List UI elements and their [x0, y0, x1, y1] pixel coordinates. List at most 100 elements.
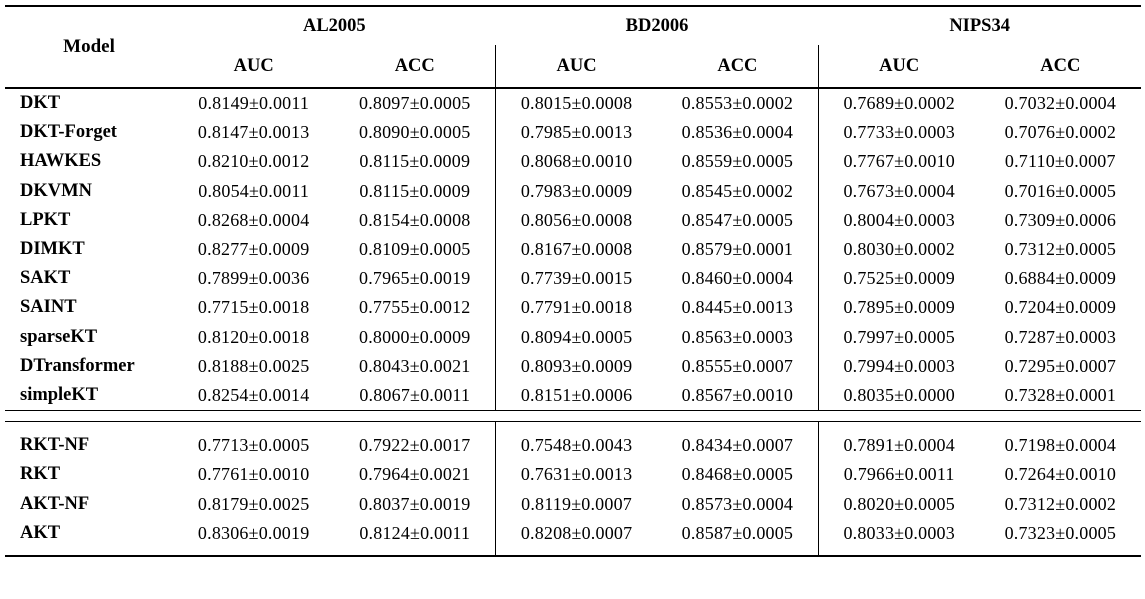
metric-value: 0.7755±0.0012 — [359, 297, 471, 318]
table-row: HAWKES 0.8210±0.0012 0.8115±0.0009 0.8068±0… — [5, 147, 1141, 177]
dataset-group-header-bd2006: BD2006 — [625, 15, 689, 36]
metric-value: 0.8167±0.0008 — [495, 234, 657, 265]
model-column-header: Model — [5, 6, 174, 89]
metric-value: 0.8306±0.0019 — [197, 522, 310, 543]
model-name: SAINT — [20, 297, 77, 318]
metric-value: 0.7964±0.0021 — [359, 464, 471, 485]
metric-value: 0.8460±0.0004 — [681, 268, 794, 289]
model-name: DKVMN — [20, 180, 92, 201]
table-row: AKT 0.8306±0.0019 0.8124±0.0011 0.8208±0.00… — [5, 518, 1141, 556]
model-name: AKT — [20, 522, 61, 543]
metric-value: 0.8210±0.0012 — [197, 151, 310, 172]
table-row: DKVMN 0.8054±0.0011 0.8115±0.0009 0.7983±0.… — [5, 176, 1141, 206]
table-row: RKT 0.7761±0.0010 0.7964±0.0021 0.7631±0.00… — [5, 460, 1141, 490]
metric-value: 0.8149±0.0011 — [198, 93, 310, 114]
metric-value: 0.8030±0.0002 — [817, 234, 980, 265]
table-row: simpleKT 0.8254±0.0014 0.8067±0.0011 0.8151… — [5, 380, 1141, 411]
metric-value: 0.8054±0.0011 — [198, 180, 310, 201]
metric-value: 0.8035±0.0000 — [817, 380, 980, 411]
metric-value: 0.8188±0.0025 — [197, 355, 310, 376]
metric-value: 0.8015±0.0008 — [495, 88, 657, 119]
metric-value: 0.7689±0.0002 — [817, 88, 980, 119]
model-name: simpleKT — [20, 384, 99, 405]
metric-value: 0.8254±0.0014 — [197, 384, 310, 405]
metric-value: 0.7631±0.0013 — [495, 460, 657, 490]
model-name: DTransformer — [20, 355, 135, 376]
metric-value: 0.8154±0.0008 — [359, 209, 471, 230]
metric-column-header-auc: AUC — [817, 45, 980, 89]
table-row: DTransformer 0.8188±0.0025 0.8043±0.0021 0.… — [5, 351, 1141, 381]
table-row: AKT-NF 0.8179±0.0025 0.8037±0.0019 0.8119±0… — [5, 489, 1141, 519]
table-row: SAKT 0.7899±0.0036 0.7965±0.0019 0.7739±0.0… — [5, 264, 1141, 294]
metric-value: 0.8115±0.0009 — [359, 151, 471, 172]
metric-value: 0.8097±0.0005 — [359, 93, 471, 114]
metric-value: 0.7966±0.0011 — [817, 460, 980, 490]
metric-value: 0.7295±0.0007 — [1004, 355, 1117, 376]
dataset-group-row: Model AL2005 BD2006 NIPS34 — [5, 6, 1141, 89]
metric-value: 0.7899±0.0036 — [197, 268, 310, 289]
metric-value: 0.7733±0.0003 — [817, 118, 980, 148]
metric-value: 0.7715±0.0018 — [197, 297, 310, 318]
table-row: DKT-Forget 0.8147±0.0013 0.8090±0.0005 0.79… — [5, 118, 1141, 148]
metric-value: 0.7264±0.0010 — [1004, 464, 1117, 485]
metric-value: 0.8563±0.0003 — [681, 326, 794, 347]
metric-value: 0.7965±0.0019 — [359, 268, 471, 289]
metric-value: 0.7739±0.0015 — [495, 264, 657, 294]
metric-value: 0.8109±0.0005 — [359, 239, 471, 260]
metric-value: 0.8119±0.0007 — [495, 489, 657, 519]
metric-value: 0.7997±0.0005 — [817, 322, 980, 352]
metric-value: 0.7312±0.0002 — [1004, 493, 1117, 514]
metric-value: 0.8579±0.0001 — [681, 239, 794, 260]
model-name: RKT — [20, 464, 61, 485]
metric-value: 0.8037±0.0019 — [359, 493, 471, 514]
metric-column-header-auc: AUC — [173, 45, 335, 89]
metric-value: 0.7922±0.0017 — [359, 435, 471, 456]
metric-value: 0.7016±0.0005 — [1004, 180, 1117, 201]
metric-value: 0.8000±0.0009 — [359, 326, 471, 347]
model-name: SAKT — [20, 268, 71, 289]
table-row: LPKT 0.8268±0.0004 0.8154±0.0008 0.8056±0.0… — [5, 205, 1141, 235]
metric-value: 0.8434±0.0007 — [681, 435, 794, 456]
metric-value: 0.7328±0.0001 — [1004, 384, 1117, 405]
results-table: Model AL2005 BD2006 NIPS34 AUC ACC AUC A… — [5, 5, 1141, 557]
metric-column-header-acc: ACC — [979, 45, 1141, 89]
metric-value: 0.7791±0.0018 — [495, 293, 657, 323]
model-name: DKT — [20, 93, 61, 114]
model-name: AKT-NF — [20, 493, 90, 514]
table-row: RKT-NF 0.7713±0.0005 0.7922±0.0017 0.7548±0… — [5, 421, 1141, 461]
metric-value: 0.7713±0.0005 — [197, 435, 310, 456]
metric-value: 0.8545±0.0002 — [681, 180, 794, 201]
metric-value: 0.8445±0.0013 — [681, 297, 794, 318]
table-header: Model AL2005 BD2006 NIPS34 AUC ACC AUC A… — [5, 6, 1141, 89]
metric-value: 0.8151±0.0006 — [495, 380, 657, 411]
metric-value: 0.8068±0.0010 — [495, 147, 657, 177]
metric-value: 0.8468±0.0005 — [681, 464, 794, 485]
metric-value: 0.7761±0.0010 — [197, 464, 310, 485]
table-row: sparseKT 0.8120±0.0018 0.8000±0.0009 0.8094… — [5, 322, 1141, 352]
metric-value: 0.7287±0.0003 — [1004, 326, 1117, 347]
table-row: DKT 0.8149±0.0011 0.8097±0.0005 0.8015±0.00… — [5, 88, 1141, 119]
metric-value: 0.8567±0.0010 — [681, 384, 794, 405]
metric-value: 0.7110±0.0007 — [1004, 151, 1116, 172]
metric-value: 0.8268±0.0004 — [197, 209, 310, 230]
metric-value: 0.8277±0.0009 — [197, 239, 310, 260]
metric-value: 0.8056±0.0008 — [495, 205, 657, 235]
metric-value: 0.8124±0.0011 — [359, 522, 471, 543]
metric-value: 0.7198±0.0004 — [1004, 435, 1117, 456]
metric-column-header-acc: ACC — [334, 45, 496, 89]
metric-value: 0.8147±0.0013 — [197, 122, 310, 143]
metric-value: 0.8090±0.0005 — [359, 122, 471, 143]
metric-value: 0.8553±0.0002 — [681, 93, 794, 114]
metric-value: 0.8120±0.0018 — [197, 326, 310, 347]
table-row: SAINT 0.7715±0.0018 0.7755±0.0012 0.7791±0.… — [5, 293, 1141, 323]
metric-value: 0.8573±0.0004 — [681, 493, 794, 514]
metric-header-row: AUC ACC AUC ACC AUC ACC — [5, 45, 1141, 89]
metric-value: 0.8547±0.0005 — [681, 209, 794, 230]
metric-value: 0.7895±0.0009 — [817, 293, 980, 323]
metric-value: 0.8179±0.0025 — [197, 493, 310, 514]
model-name: HAWKES — [20, 151, 102, 172]
table-section-1: RKT-NF 0.7713±0.0005 0.7922±0.0017 0.7548±0… — [5, 421, 1141, 556]
metric-value: 0.7548±0.0043 — [495, 421, 657, 461]
metric-value: 0.8536±0.0004 — [681, 122, 794, 143]
metric-value: 0.8020±0.0005 — [817, 489, 980, 519]
